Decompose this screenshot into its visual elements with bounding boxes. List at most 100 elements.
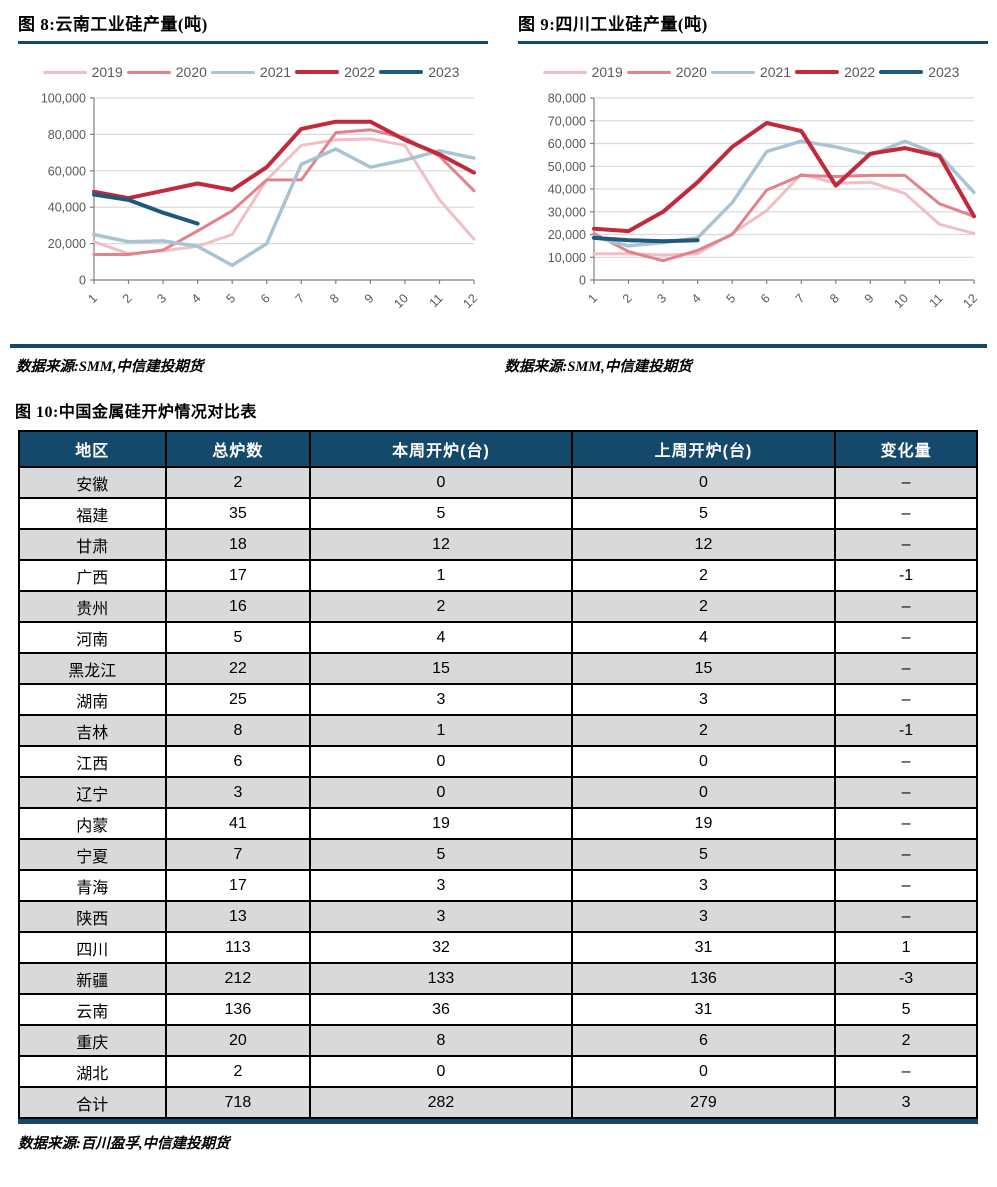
svg-text:0: 0 <box>579 274 586 288</box>
region-cell: 河南 <box>18 621 167 654</box>
change-cell: – <box>834 652 978 685</box>
legend-label: 2019 <box>591 64 623 80</box>
svg-text:10: 10 <box>891 291 911 311</box>
svg-text:4: 4 <box>189 291 204 306</box>
svg-text:40,000: 40,000 <box>48 201 86 215</box>
change-cell: – <box>834 683 978 716</box>
table-row: 黑龙江 22 15 15– <box>18 652 978 685</box>
region-cell: 广西 <box>18 559 167 592</box>
svg-text:10,000: 10,000 <box>548 251 586 265</box>
change-cell: – <box>834 1055 978 1088</box>
change-cell: -1 <box>834 714 978 747</box>
change-cell: -3 <box>834 962 978 995</box>
svg-text:3: 3 <box>654 291 669 306</box>
svg-text:60,000: 60,000 <box>548 137 586 151</box>
table-row: 吉林 8 1 2 -1 <box>18 714 978 747</box>
last-week-cell: 279 <box>570 1086 837 1119</box>
this-week-cell: 5 <box>309 838 573 871</box>
change-cell: – <box>834 621 978 654</box>
legend-label: 2022 <box>844 64 876 80</box>
change-cell: – <box>834 869 978 902</box>
furnace-comparison-table: 地区 总炉数 本周开炉(台) 上周开炉(台) 变化量 安徽 2 0 0– 福建 35 5 5– 甘肃 18… <box>18 430 978 1119</box>
legend-item-2020: 2020 <box>126 64 211 80</box>
figure-8-legend: 2019 2020 2021 2022 2023 <box>18 62 488 82</box>
svg-text:2: 2 <box>120 291 135 306</box>
total-cell: 2 <box>164 466 312 499</box>
svg-text:1: 1 <box>585 291 600 306</box>
legend-line-swatch <box>879 70 924 74</box>
table-row: 云南 136 36 31 5 <box>18 993 978 1026</box>
svg-text:7: 7 <box>793 291 808 306</box>
legend-label: 2020 <box>675 64 707 80</box>
svg-text:20,000: 20,000 <box>48 237 86 251</box>
total-cell: 212 <box>164 962 312 995</box>
table-row: 江西 6 0 0– <box>18 745 978 778</box>
change-cell: -1 <box>834 559 978 592</box>
table-row: 安徽 2 0 0– <box>18 466 978 499</box>
legend-line-swatch <box>126 70 171 74</box>
this-week-cell: 0 <box>309 466 573 499</box>
this-week-cell: 8 <box>309 1024 573 1057</box>
last-week-cell: 3 <box>570 869 837 902</box>
sichuan-silicon-production-chart: 0 10,000 20,000 30,000 40,000 50,000 60,000 70,… <box>548 92 980 311</box>
last-week-cell: 2 <box>570 714 837 747</box>
this-week-cell: 36 <box>309 993 573 1026</box>
legend-label: 2021 <box>259 64 292 80</box>
last-week-cell: 31 <box>570 993 837 1026</box>
table-row: 内蒙 41 19 19– <box>18 807 978 840</box>
change-cell: 2 <box>834 1024 978 1057</box>
svg-text:7: 7 <box>293 291 308 306</box>
total-cell: 16 <box>164 590 312 623</box>
change-cell: – <box>834 466 978 499</box>
total-cell: 113 <box>164 931 312 964</box>
legend-item-2023: 2023 <box>379 64 463 80</box>
region-cell: 宁夏 <box>18 838 167 871</box>
svg-text:6: 6 <box>258 291 273 306</box>
change-cell: – <box>834 900 978 933</box>
svg-text:8: 8 <box>827 291 842 306</box>
change-cell: – <box>834 807 978 840</box>
total-cell: 7 <box>164 838 312 871</box>
last-week-cell: 19 <box>570 807 837 840</box>
total-cell: 35 <box>164 497 312 530</box>
figure-8-title: 图 8:云南工业硅产量(吨) <box>18 15 208 34</box>
svg-text:2: 2 <box>620 291 635 306</box>
change-cell: – <box>834 838 978 871</box>
region-cell: 陕西 <box>18 900 167 933</box>
svg-text:60,000: 60,000 <box>48 164 86 178</box>
figure-10-title: 图 10:中国金属硅开炉情况对比表 <box>15 404 257 421</box>
table-header-cell: 本周开炉(台) <box>309 430 573 468</box>
legend-label: 2019 <box>91 64 123 80</box>
svg-text:5: 5 <box>224 291 239 306</box>
svg-text:12: 12 <box>960 291 980 311</box>
table-row: 河南 5 4 4– <box>18 621 978 654</box>
legend-item-2019: 2019 <box>542 64 627 80</box>
region-cell: 福建 <box>18 497 167 530</box>
figure-9-legend: 2019 2020 2021 2022 2023 <box>518 62 988 82</box>
this-week-cell: 3 <box>309 869 573 902</box>
region-cell: 江西 <box>18 745 167 778</box>
this-week-cell: 5 <box>309 497 573 530</box>
table-header-cell: 总炉数 <box>164 430 312 468</box>
legend-label: 2022 <box>344 64 376 80</box>
table-header-cell: 上周开炉(台) <box>570 430 837 468</box>
table-header-cell: 地区 <box>18 430 167 468</box>
last-week-cell: 136 <box>570 962 837 995</box>
legend-item-2021: 2021 <box>210 64 295 80</box>
change-cell: 3 <box>834 1086 978 1119</box>
figure-10-source: 数据来源:百川盈孚,中信建投期货 <box>18 1136 230 1152</box>
table-row: 四川 113 32 31 1 <box>18 931 978 964</box>
legend-line-swatch <box>210 70 255 74</box>
region-cell: 辽宁 <box>18 776 167 809</box>
figure-9-title: 图 9:四川工业硅产量(吨) <box>518 15 708 34</box>
last-week-cell: 4 <box>570 621 837 654</box>
table-header-row: 地区 总炉数 本周开炉(台) 上周开炉(台) 变化量 <box>18 430 978 468</box>
change-cell: – <box>834 745 978 778</box>
total-cell: 20 <box>164 1024 312 1057</box>
total-cell: 13 <box>164 900 312 933</box>
svg-text:80,000: 80,000 <box>48 128 86 142</box>
svg-text:9: 9 <box>862 291 877 306</box>
total-cell: 17 <box>164 869 312 902</box>
table-row: 新疆 212 133 136 -3 <box>18 962 978 995</box>
last-week-cell: 5 <box>570 497 837 530</box>
